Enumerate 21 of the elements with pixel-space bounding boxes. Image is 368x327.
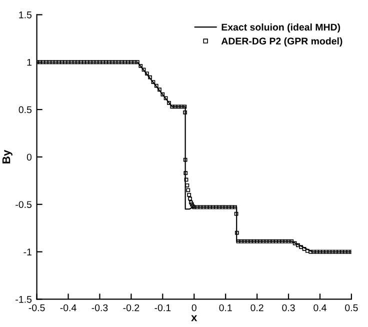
legend-label: ADER-DG P2 (GPR model) [221, 37, 342, 46]
y-tick-label: 1.5 [19, 12, 32, 18]
x-tick-label: -0.1 [154, 304, 171, 312]
x-tick-label: -0.3 [92, 304, 108, 312]
x-tick-label: 0 [192, 304, 196, 312]
y-tick-label: -1 [24, 248, 32, 256]
y-tick-label: 1 [27, 58, 32, 66]
y-tick-label: -1.5 [16, 296, 32, 303]
x-tick-label: -0.2 [123, 304, 140, 312]
y-tick-label: 0.5 [18, 106, 32, 114]
x-tick-label: -0.4 [60, 304, 76, 312]
x-axis-title: x [191, 315, 198, 322]
x-tick-label: 0.5 [345, 304, 358, 312]
y-tick-label: 0 [26, 154, 32, 161]
y-axis-title: By [2, 150, 12, 164]
x-tick-label: 0.4 [314, 304, 326, 312]
x-tick-label: 0.3 [282, 304, 295, 312]
legend-label: Exact soluion (ideal MHD) [222, 23, 340, 33]
y-tick-label: -0.5 [16, 201, 32, 208]
x-tick-label: 0.2 [250, 304, 264, 312]
x-tick-label: 0.1 [219, 304, 232, 312]
